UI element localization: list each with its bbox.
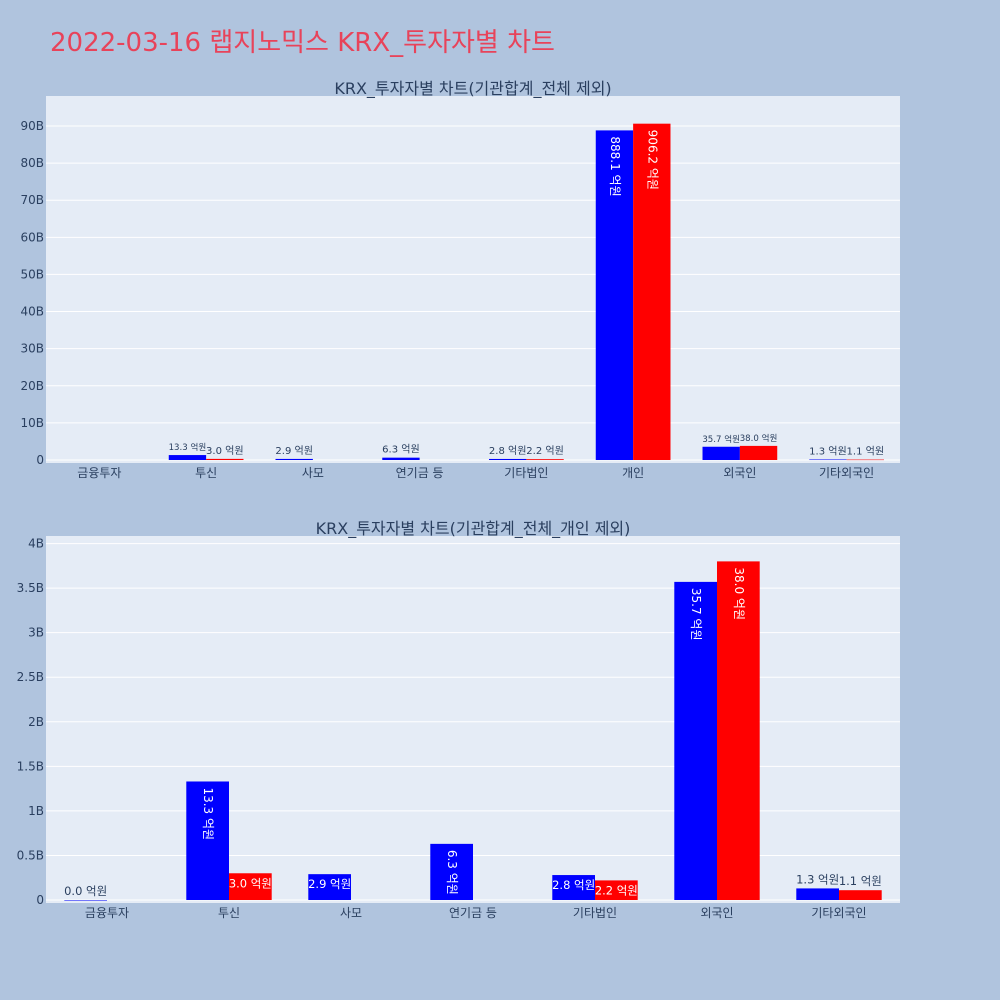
chart1-bar [846, 459, 884, 461]
chart2-y-tick-label: 0.5B [17, 848, 44, 862]
chart2-x-tick-label: 투신 [218, 906, 240, 920]
chart1-bar-value-label: 906.2 억원 [645, 130, 659, 190]
chart1-bar-value-label: 38.0 억원 [740, 432, 778, 444]
chart2-bar-value-label: 35.7 억원 [689, 588, 703, 641]
chart1-bar-value-label: 1.1 억원 [847, 446, 885, 458]
chart1-y-tick-label: 90B [20, 119, 44, 133]
chart2-bar [229, 873, 272, 900]
chart2-bar [552, 875, 595, 900]
chart1-y-tick-label: 20B [20, 379, 44, 393]
chart1-bar-value-label: 2.2 억원 [526, 445, 564, 457]
chart2-bar [839, 890, 882, 900]
chart2-x-tick-label: 연기금 등 [449, 906, 497, 920]
chart1-bar-value-label: 888.1 억원 [608, 136, 622, 196]
chart1-title: KRX_투자자별 차트(기관합계_전체 제외) [334, 79, 611, 99]
chart2-bar [186, 781, 229, 900]
chart1-x-tick-label: 연기금 등 [396, 466, 444, 480]
chart2-bar-value-label: 1.3 억원 [796, 872, 839, 886]
chart1-bar [275, 458, 313, 460]
chart2-bar-value-label: 2.9 억원 [308, 877, 351, 891]
chart2-bar-value-label: 13.3 억원 [201, 787, 215, 840]
chart1-x-tick-label: 투신 [195, 466, 217, 480]
chart1-bar-value-label: 2.9 억원 [275, 445, 313, 457]
chart1-x-tick-label: 기타외국인 [819, 466, 874, 480]
chart2-y-tick-label: 4B [28, 537, 44, 551]
chart1-y-tick-label: 60B [20, 230, 44, 244]
chart2-bar-value-label: 2.2 억원 [595, 883, 638, 897]
chart1-bar-value-label: 1.3 억원 [809, 446, 847, 458]
chart1-bar [809, 459, 847, 461]
chart2-bar-value-label: 6.3 억원 [445, 850, 459, 895]
chart2-bar-value-label: 2.8 억원 [552, 878, 595, 892]
chart2-bar [64, 900, 107, 901]
chart1-x-tick-label: 기타법인 [504, 466, 548, 480]
chart2-title: KRX_투자자별 차트(기관합계_전체_개인 제외) [316, 519, 631, 539]
chart2-bar-value-label: 3.0 억원 [229, 876, 272, 890]
chart1-y-tick-label: 10B [20, 416, 44, 430]
chart2-y-tick-label: 3.5B [17, 581, 44, 595]
chart1-bar [526, 459, 564, 460]
chart1-y-tick-label: 70B [20, 193, 44, 207]
page-title: 2022-03-16 랩지노믹스 KRX_투자자별 차트 [50, 28, 555, 58]
chart2-bar-value-label: 0.0 억원 [64, 884, 107, 898]
chart2-bar-value-label: 1.1 억원 [839, 874, 882, 888]
chart2-y-tick-label: 1B [28, 804, 44, 818]
chart1-bar [206, 458, 244, 460]
chart1-bar [489, 458, 527, 460]
chart1-bar [633, 123, 671, 461]
chart2-bar [595, 880, 638, 900]
chart2-y-tick-label: 2B [28, 715, 44, 729]
chart1-x-tick-label: 개인 [622, 466, 644, 480]
chart1-x-tick-label: 사모 [302, 466, 324, 480]
chart1-x-tick-label: 외국인 [723, 466, 756, 480]
chart2-x-tick-label: 사모 [340, 906, 362, 920]
chart2-y-tick-label: 2.5B [17, 670, 44, 684]
chart1-bar-value-label: 6.3 억원 [382, 444, 420, 456]
chart1-bar [595, 130, 634, 460]
chart2-x-tick-label: 외국인 [700, 906, 733, 920]
chart2-bar [674, 581, 717, 900]
chart2-y-tick-label: 1.5B [17, 759, 44, 773]
chart1-bar-value-label: 13.3 억원 [169, 441, 207, 453]
chart1-y-tick-label: 50B [20, 267, 44, 281]
chart2-bar [430, 843, 473, 900]
chart1-bar-value-label: 35.7 억원 [702, 433, 740, 445]
chart2-x-tick-label: 기타법인 [573, 906, 617, 920]
chart1-y-tick-label: 40B [20, 305, 44, 319]
chart2-bar [796, 888, 839, 900]
chart2-y-tick-label: 3B [28, 626, 44, 640]
chart2-bar-value-label: 38.0 억원 [732, 567, 746, 620]
chart1-y-tick-label: 30B [20, 342, 44, 356]
chart2-x-tick-label: 금융투자 [85, 906, 129, 920]
chart1-bar [382, 457, 420, 460]
chart1-plot-area [46, 96, 900, 463]
chart2-bar [308, 874, 351, 900]
chart1-y-tick-label: 0 [36, 453, 44, 467]
chart1-x-tick-label: 금융투자 [77, 466, 121, 480]
chart1-bar [702, 446, 740, 460]
chart2-y-tick-label: 0 [36, 893, 44, 907]
chart1-bar [739, 445, 778, 460]
chart1-y-tick-label: 80B [20, 156, 44, 170]
chart2-x-tick-label: 기타외국인 [811, 906, 866, 920]
chart1-bar-value-label: 2.8 억원 [489, 445, 527, 457]
chart2-bar [717, 561, 760, 900]
chart1-bar [168, 455, 207, 460]
chart1-bar-value-label: 3.0 억원 [206, 445, 244, 457]
